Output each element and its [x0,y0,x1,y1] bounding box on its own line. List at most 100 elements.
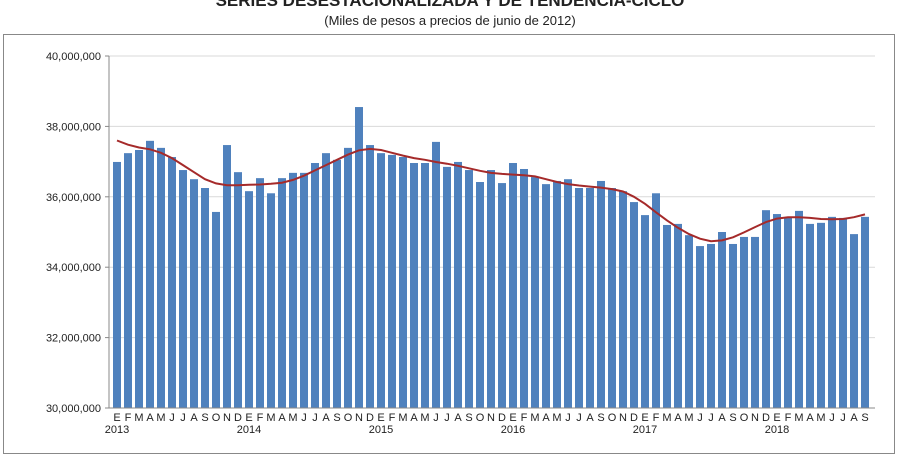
bar [135,149,143,408]
bar [641,215,649,408]
bar [344,147,352,408]
x-month-label: A [278,412,286,424]
y-tick-label: 32,000,000 [46,333,101,345]
bar [168,157,176,408]
bar [729,243,737,408]
x-month-label: N [355,412,363,424]
x-month-label: O [608,412,617,424]
bar [806,223,814,408]
bar [300,172,308,408]
bar [201,188,209,408]
x-month-label: D [498,412,506,424]
x-year-label: 2016 [501,424,525,436]
x-month-label: M [134,412,143,424]
x-month-label: J [433,412,439,424]
x-month-label: S [861,412,868,424]
bar-chart: 30,000,000 32,000,000 34,000,000 36,000,000… [46,51,875,436]
bar [223,145,231,408]
bar [696,246,704,408]
bar [322,153,330,408]
bar [509,163,517,408]
bar [289,172,297,408]
x-month-label: N [487,412,495,424]
bar [795,210,803,408]
x-month-label: A [146,412,154,424]
bar [432,141,440,408]
x-month-label: J [840,412,846,424]
bar [267,193,275,408]
x-month-label: E [509,412,516,424]
bar [443,166,451,408]
x-month-label: F [125,412,132,424]
x-year-label: 2017 [633,424,657,436]
bar [388,154,396,408]
bar [553,180,561,408]
x-month-label: N [619,412,627,424]
x-month-label: S [333,412,340,424]
bar [465,170,473,408]
bar [597,180,605,408]
bar [828,216,836,408]
y-tick-label: 36,000,000 [46,192,101,204]
x-month-label: J [697,412,703,424]
x-month-label: M [552,412,561,424]
x-month-label: A [674,412,682,424]
x-month-label: F [389,412,396,424]
bar [146,140,154,408]
x-month-label: J [180,412,186,424]
x-month-label: A [586,412,594,424]
x-month-label: J [444,412,450,424]
x-month-label: A [850,412,858,424]
bar [619,191,627,408]
x-month-label: A [806,412,814,424]
bar [421,163,429,408]
x-month-label: F [521,412,528,424]
bar [498,183,506,408]
bar [740,236,748,408]
x-month-label: E [773,412,780,424]
x-month-label: S [201,412,208,424]
x-month-label: F [257,412,264,424]
y-tick-label: 38,000,000 [46,121,101,133]
x-month-label: A [190,412,198,424]
bar [685,235,693,408]
x-month-label: S [597,412,604,424]
x-month-label: F [653,412,660,424]
bar [366,145,374,408]
bar [564,179,572,408]
bar [157,147,165,408]
x-month-label: O [476,412,485,424]
bar [124,153,132,408]
bar [542,184,550,408]
x-month-label: M [662,412,671,424]
x-month-label: S [729,412,736,424]
bar [762,210,770,408]
x-month-label: A [454,412,462,424]
y-tick-label: 40,000,000 [46,51,101,63]
bar [113,161,121,408]
bar [333,159,341,408]
x-month-label: O [212,412,221,424]
bar [487,170,495,408]
x-month-label: E [377,412,384,424]
x-month-label: A [410,412,418,424]
bar [190,179,198,408]
x-year-label: 2018 [765,424,789,436]
bar [355,107,363,408]
bar [234,172,242,408]
x-month-label: E [245,412,252,424]
trend-line [116,139,866,243]
bar [817,222,825,408]
x-month-label: M [530,412,539,424]
bar [410,163,418,408]
bar [707,243,715,408]
bar [311,163,319,408]
x-month-label: D [366,412,374,424]
y-tick-label: 34,000,000 [46,262,101,274]
bar [784,217,792,408]
x-month-label: J [169,412,175,424]
bar [212,211,220,408]
bar [608,188,616,408]
bar [476,182,484,408]
bar [377,153,385,408]
